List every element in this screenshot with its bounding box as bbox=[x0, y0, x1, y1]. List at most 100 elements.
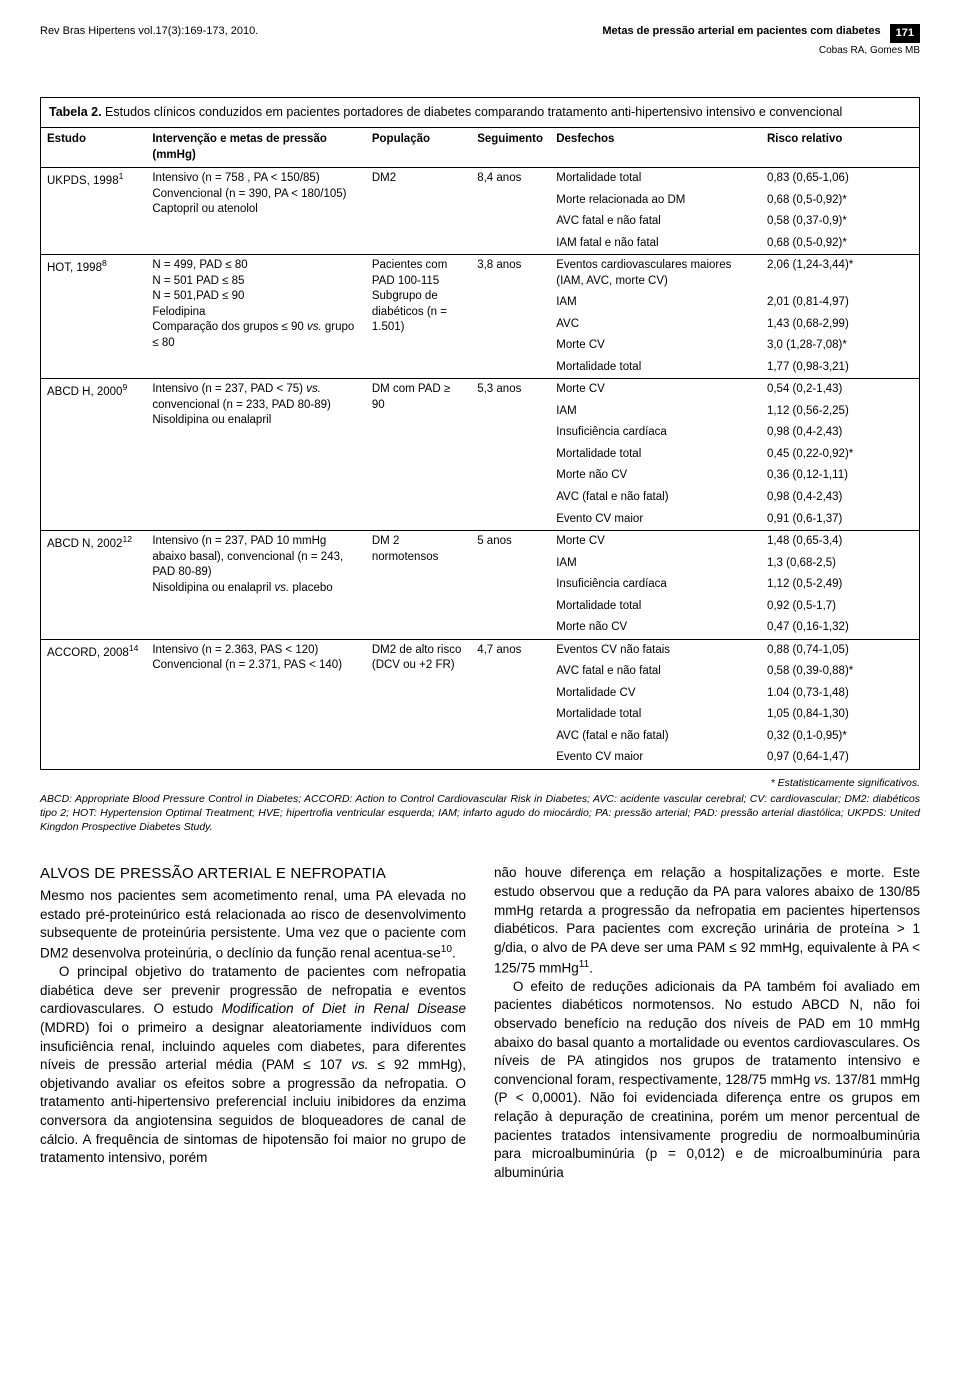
outcome-desc: IAM fatal e não fatal bbox=[550, 233, 761, 255]
body-para: O principal objetivo do tratamento de pa… bbox=[40, 963, 466, 1168]
outcome-desc: Morte CV bbox=[550, 531, 761, 553]
outcome-desc: Evento CV maior bbox=[550, 509, 761, 531]
studies-table: Estudo Intervenção e metas de pressão (m… bbox=[41, 128, 919, 768]
table-row: ABCD H, 20009Intensivo (n = 237, PAD < 7… bbox=[41, 379, 919, 401]
outcome-desc: AVC (fatal e não fatal) bbox=[550, 487, 761, 509]
outcome-risk: 1,43 (0,68-2,99) bbox=[761, 314, 919, 336]
outcome-desc: AVC (fatal e não fatal) bbox=[550, 726, 761, 748]
outcome-desc: Insuficiência cardíaca bbox=[550, 574, 761, 596]
outcome-risk: 1,12 (0,5-2,49) bbox=[761, 574, 919, 596]
study-population: DM com PAD ≥ 90 bbox=[366, 379, 471, 531]
outcome-risk: 1,77 (0,98-3,21) bbox=[761, 357, 919, 379]
outcome-desc: Mortalidade total bbox=[550, 444, 761, 466]
outcome-risk: 1,05 (0,84-1,30) bbox=[761, 704, 919, 726]
study-intervention: Intensivo (n = 237, PAD < 75) vs. conven… bbox=[146, 379, 366, 531]
study-followup: 4,7 anos bbox=[471, 639, 550, 769]
outcome-risk: 0,98 (0,4-2,43) bbox=[761, 422, 919, 444]
header-right: Metas de pressão arterial em pacientes c… bbox=[602, 24, 920, 57]
outcome-desc: Mortalidade total bbox=[550, 168, 761, 190]
study-intervention: Intensivo (n = 237, PAD 10 mmHg abaixo b… bbox=[146, 531, 366, 640]
outcome-desc: Evento CV maior bbox=[550, 747, 761, 769]
body-col-right: não houve diferença em relação a hospita… bbox=[494, 864, 920, 1182]
outcome-desc: Mortalidade total bbox=[550, 596, 761, 618]
study-followup: 5 anos bbox=[471, 531, 550, 640]
body-col-left: ALVOS DE PRESSÃO ARTERIAL E NEFROPATIA M… bbox=[40, 864, 466, 1182]
outcome-risk: 2,06 (1,24-3,44)* bbox=[761, 255, 919, 293]
journal-ref: Rev Bras Hipertens vol.17(3):169-173, 20… bbox=[40, 24, 258, 39]
study-followup: 3,8 anos bbox=[471, 255, 550, 379]
outcome-desc: Morte relacionada ao DM bbox=[550, 190, 761, 212]
table-row: UKPDS, 19981Intensivo (n = 758 , PA < 15… bbox=[41, 168, 919, 190]
outcome-risk: 0,83 (0,65-1,06) bbox=[761, 168, 919, 190]
outcome-desc: IAM bbox=[550, 401, 761, 423]
outcome-risk: 3,0 (1,28-7,08)* bbox=[761, 335, 919, 357]
outcome-desc: AVC fatal e não fatal bbox=[550, 661, 761, 683]
outcome-risk: 1,3 (0,68-2,5) bbox=[761, 553, 919, 575]
table-caption-label: Tabela 2. bbox=[49, 105, 102, 119]
outcome-desc: Insuficiência cardíaca bbox=[550, 422, 761, 444]
outcome-desc: AVC fatal e não fatal bbox=[550, 211, 761, 233]
table-header-row: Estudo Intervenção e metas de pressão (m… bbox=[41, 128, 919, 168]
study-name: ABCD H, 20009 bbox=[41, 379, 146, 531]
outcome-risk: 0,36 (0,12-1,11) bbox=[761, 465, 919, 487]
article-title: Metas de pressão arterial em pacientes c… bbox=[602, 25, 880, 37]
study-population: DM2 bbox=[366, 168, 471, 255]
table-caption: Tabela 2. Estudos clínicos conduzidos em… bbox=[41, 98, 919, 128]
page-number: 171 bbox=[890, 24, 920, 43]
table-row: HOT, 19988N = 499, PAD ≤ 80N = 501 PAD ≤… bbox=[41, 255, 919, 293]
body-para: O efeito de reduções adicionais da PA ta… bbox=[494, 978, 920, 1183]
study-name: ABCD N, 200212 bbox=[41, 531, 146, 640]
study-population: Pacientes com PAD 100-115 Subgrupo de di… bbox=[366, 255, 471, 379]
table-2: Tabela 2. Estudos clínicos conduzidos em… bbox=[40, 97, 920, 769]
outcome-desc: Morte CV bbox=[550, 379, 761, 401]
body-text: ALVOS DE PRESSÃO ARTERIAL E NEFROPATIA M… bbox=[40, 864, 920, 1182]
study-followup: 8,4 anos bbox=[471, 168, 550, 255]
outcome-desc: Morte CV bbox=[550, 335, 761, 357]
outcome-risk: 0,92 (0,5-1,7) bbox=[761, 596, 919, 618]
study-population: DM2 de alto risco (DCV ou +2 FR) bbox=[366, 639, 471, 769]
col-risco: Risco relativo bbox=[761, 128, 919, 168]
outcome-desc: Eventos cardiovasculares maiores (IAM, A… bbox=[550, 255, 761, 293]
outcome-risk: 0,97 (0,64-1,47) bbox=[761, 747, 919, 769]
col-populacao: População bbox=[366, 128, 471, 168]
outcome-desc: AVC bbox=[550, 314, 761, 336]
study-intervention: Intensivo (n = 2.363, PAS < 120)Convenci… bbox=[146, 639, 366, 769]
outcome-risk: 1,48 (0,65-3,4) bbox=[761, 531, 919, 553]
study-name: HOT, 19988 bbox=[41, 255, 146, 379]
footnote-significance: * Estatisticamente significativos. bbox=[40, 776, 920, 790]
outcome-risk: 1.04 (0,73-1,48) bbox=[761, 683, 919, 705]
col-intervencao: Intervenção e metas de pressão (mmHg) bbox=[146, 128, 366, 168]
table-row: ABCD N, 200212Intensivo (n = 237, PAD 10… bbox=[41, 531, 919, 553]
body-para: não houve diferença em relação a hospita… bbox=[494, 864, 920, 977]
study-intervention: N = 499, PAD ≤ 80N = 501 PAD ≤ 85N = 501… bbox=[146, 255, 366, 379]
outcome-desc: IAM bbox=[550, 292, 761, 314]
outcome-risk: 2,01 (0,81-4,97) bbox=[761, 292, 919, 314]
outcome-desc: Morte não CV bbox=[550, 617, 761, 639]
table-row: ACCORD, 200814Intensivo (n = 2.363, PAS … bbox=[41, 639, 919, 661]
authors: Cobas RA, Gomes MB bbox=[602, 44, 920, 58]
outcome-risk: 0,45 (0,22-0,92)* bbox=[761, 444, 919, 466]
outcome-risk: 0,58 (0,37-0,9)* bbox=[761, 211, 919, 233]
table-footnote: * Estatisticamente significativos. ABCD:… bbox=[40, 776, 920, 835]
col-estudo: Estudo bbox=[41, 128, 146, 168]
body-para: Mesmo nos pacientes sem acometimento ren… bbox=[40, 887, 466, 963]
outcome-desc: Eventos CV não fatais bbox=[550, 639, 761, 661]
study-population: DM 2 normotensos bbox=[366, 531, 471, 640]
outcome-desc: Mortalidade total bbox=[550, 704, 761, 726]
study-intervention: Intensivo (n = 758 , PA < 150/85)Convenc… bbox=[146, 168, 366, 255]
col-desfechos: Desfechos bbox=[550, 128, 761, 168]
outcome-risk: 0,47 (0,16-1,32) bbox=[761, 617, 919, 639]
outcome-risk: 0,58 (0,39-0,88)* bbox=[761, 661, 919, 683]
outcome-desc: Mortalidade total bbox=[550, 357, 761, 379]
outcome-risk: 0,32 (0,1-0,95)* bbox=[761, 726, 919, 748]
table-caption-text: Estudos clínicos conduzidos em pacientes… bbox=[102, 105, 843, 119]
outcome-risk: 0,54 (0,2-1,43) bbox=[761, 379, 919, 401]
outcome-desc: Mortalidade CV bbox=[550, 683, 761, 705]
running-header: Rev Bras Hipertens vol.17(3):169-173, 20… bbox=[40, 24, 920, 57]
study-name: ACCORD, 200814 bbox=[41, 639, 146, 769]
study-name: UKPDS, 19981 bbox=[41, 168, 146, 255]
outcome-risk: 0,88 (0,74-1,05) bbox=[761, 639, 919, 661]
outcome-risk: 0,98 (0,4-2,43) bbox=[761, 487, 919, 509]
study-followup: 5,3 anos bbox=[471, 379, 550, 531]
outcome-desc: Morte não CV bbox=[550, 465, 761, 487]
